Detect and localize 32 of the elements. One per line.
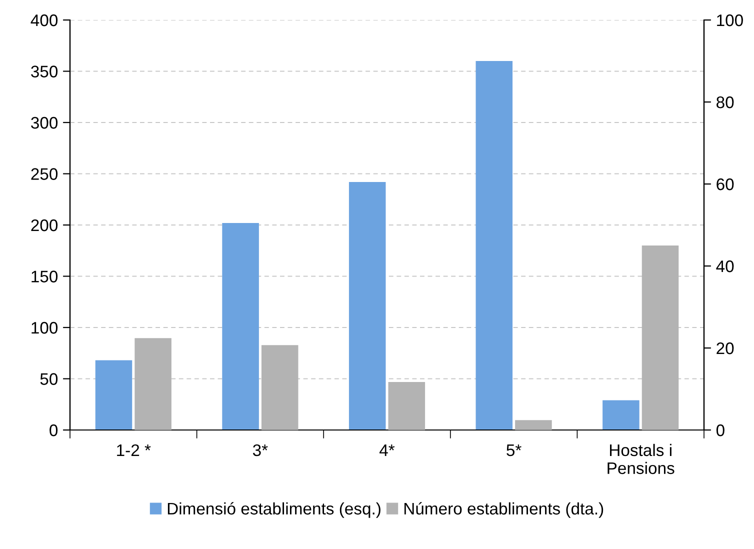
bar (348, 182, 386, 430)
legend-label: Número establiments (dta.) (404, 502, 604, 518)
bar (388, 382, 426, 430)
y-tick-label: 50 (40, 373, 58, 385)
y2-tick-label: 0 (716, 424, 724, 436)
y-tick-label: 0 (50, 424, 58, 436)
bar (95, 360, 132, 430)
bar (476, 61, 513, 430)
x-tick-label: 1-2 * (117, 444, 151, 456)
y-tick-label: 400 (30, 14, 58, 26)
y2-tick-label: 80 (716, 96, 734, 108)
bar (261, 345, 298, 430)
y-tick-label: 300 (31, 116, 58, 129)
y-tick-label: 250 (31, 168, 58, 180)
y-tick-label: 350 (31, 66, 58, 78)
y2-tick-label: 100 (717, 14, 743, 26)
y-tick-label: 100 (32, 322, 58, 334)
bar (134, 338, 172, 430)
bar (515, 420, 552, 430)
x-tick-label: 3* (252, 444, 268, 456)
y2-tick-label: 40 (716, 260, 734, 272)
x-tick-label: 4* (380, 444, 395, 456)
y-tick-label: 200 (31, 219, 58, 232)
y2-tick-label: 60 (716, 178, 734, 190)
bar (222, 222, 259, 430)
y2-tick-label: 20 (716, 342, 734, 354)
bar (602, 400, 640, 430)
bar (642, 246, 679, 430)
y-tick-label: 150 (32, 270, 58, 282)
legend-label: Dimensió establiments (esq.) (168, 502, 380, 518)
x-tick-label: 5* (506, 444, 522, 456)
x-tick-label: Hostals i Pensions (608, 444, 674, 474)
